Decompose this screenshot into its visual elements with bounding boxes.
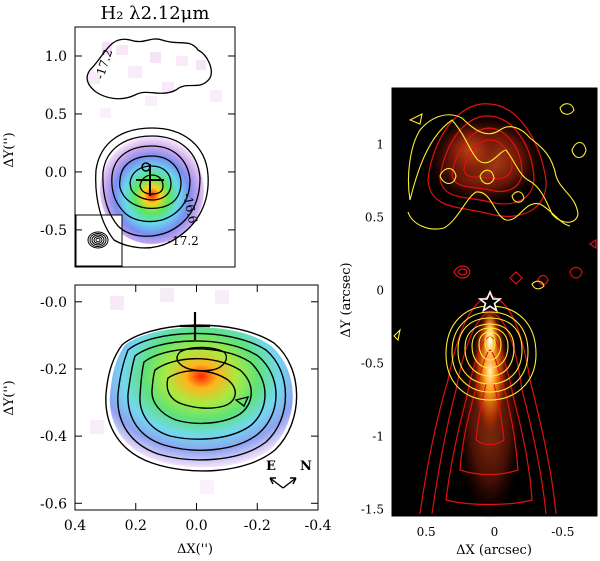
contour-label: -17.2 — [168, 234, 199, 248]
y-tick-label: 1 — [376, 138, 384, 152]
x-tick-label: 0 — [491, 525, 499, 539]
compass — [269, 477, 297, 489]
x-tick-label: 0.4 — [64, 518, 86, 534]
x-axis-label: ΔX('') — [177, 542, 213, 557]
y-axis-ticks: -0.0 -0.2 -0.4 -0.6 — [40, 295, 318, 512]
y-tick-label: -1 — [372, 430, 384, 444]
x-axis-ticks: 0.4 0.2 0.0 -0.2 -0.4 — [64, 285, 332, 534]
compass-north-label: N — [300, 459, 312, 474]
y-tick-label: -0.6 — [40, 496, 67, 512]
y-tick-label: -1.5 — [361, 503, 384, 517]
y-tick-label: 0 — [376, 284, 384, 298]
x-tick-label: -0.4 — [305, 518, 332, 534]
y-axis-label: ΔY('') — [2, 132, 17, 167]
x-tick-label: 0.2 — [125, 518, 147, 534]
x-tick-label: -0.2 — [244, 518, 271, 534]
x-axis-label: ΔX (arcsec) — [456, 543, 532, 558]
y-tick-label: -0.0 — [40, 295, 67, 311]
source-marker — [477, 289, 503, 313]
x-axis-ticks: 0.5 0 -0.5 — [417, 88, 574, 539]
y-tick-label: -0.4 — [40, 429, 67, 445]
y-tick-label: -0.5 — [40, 223, 67, 239]
figure-title: H₂ λ2.12μm — [101, 3, 210, 24]
x-tick-label: 0.0 — [185, 518, 207, 534]
x-tick-label: 0.5 — [417, 525, 436, 539]
contour-label: -16.6 — [180, 192, 200, 225]
y-tick-label: 1.0 — [45, 49, 67, 65]
source-marker — [136, 164, 164, 196]
y-tick-label: 0.0 — [45, 165, 67, 181]
compass-east-label: E — [266, 459, 276, 474]
y-axis-label: ΔY('') — [2, 380, 17, 415]
panel-bottom-left: E N 0.4 0.2 0.0 -0.2 -0.4 -0.0 -0.2 -0.4 -0.6 Δ… — [2, 284, 332, 557]
y-axis-ticks: 1 0.5 0 -0.5 -1 -1.5 — [361, 138, 597, 517]
y-tick-label: -0.5 — [361, 357, 384, 371]
y-tick-label: 0.5 — [365, 211, 384, 225]
y-tick-label: -0.2 — [40, 362, 67, 378]
y-axis-ticks: 1.0 0.5 0.0 -0.5 — [40, 49, 235, 239]
y-axis-label: ΔY (arcsec) — [339, 262, 354, 337]
panel-right: 0.5 0 -0.5 1 0.5 0 -0.5 -1 -1.5 ΔX (arcsec) ΔY … — [339, 87, 598, 558]
x-tick-label: -0.5 — [551, 525, 574, 539]
y-tick-label: 0.5 — [45, 107, 67, 123]
source-marker — [180, 312, 210, 340]
panel-top-left: -17.2 -16.6 -17.2 1.00.50.0-0.5 ΔY('') — [2, 26, 236, 268]
